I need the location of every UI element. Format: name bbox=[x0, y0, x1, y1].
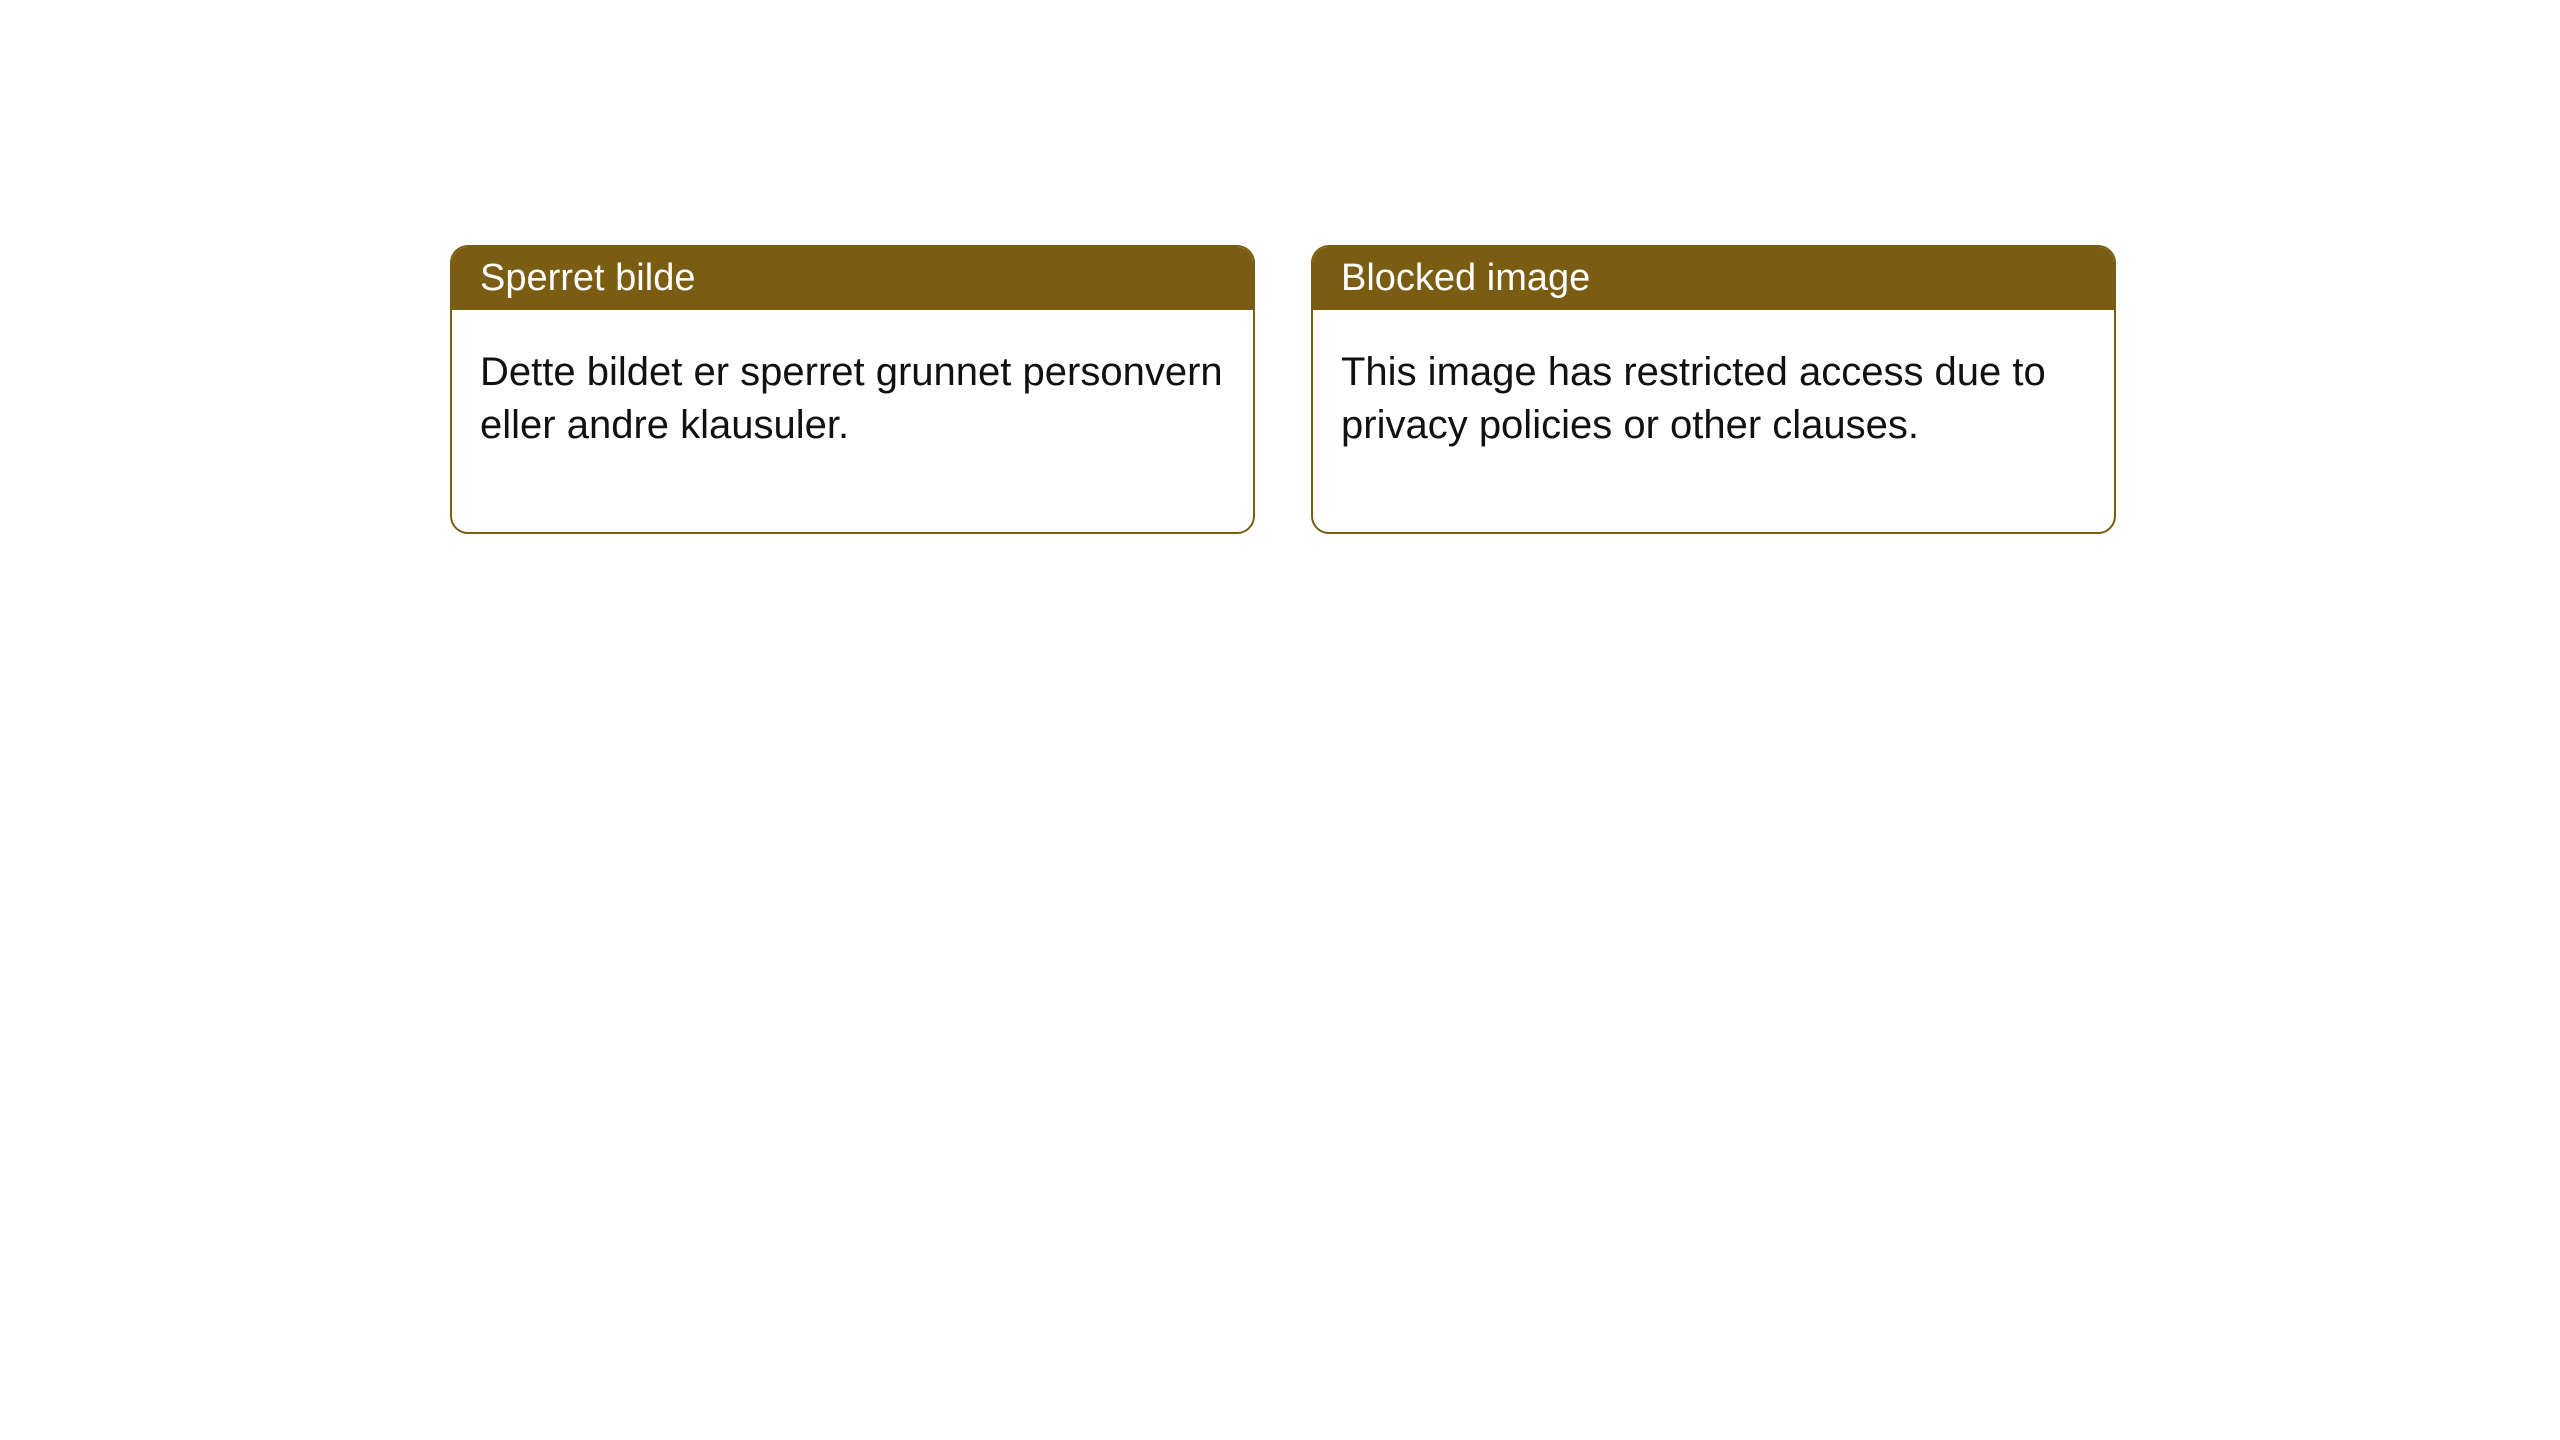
card-title-no: Sperret bilde bbox=[480, 257, 695, 299]
card-title-en: Blocked image bbox=[1341, 257, 1590, 299]
card-header-en: Blocked image bbox=[1313, 247, 2114, 310]
card-text-no: Dette bildet er sperret grunnet personve… bbox=[480, 350, 1223, 447]
card-body-no: Dette bildet er sperret grunnet personve… bbox=[452, 310, 1253, 532]
blocked-image-card-no: Sperret bilde Dette bildet er sperret gr… bbox=[450, 245, 1255, 534]
blocked-image-card-en: Blocked image This image has restricted … bbox=[1311, 245, 2116, 534]
card-header-no: Sperret bilde bbox=[452, 247, 1253, 310]
cards-container: Sperret bilde Dette bildet er sperret gr… bbox=[0, 0, 2560, 534]
card-text-en: This image has restricted access due to … bbox=[1341, 350, 2046, 447]
card-body-en: This image has restricted access due to … bbox=[1313, 310, 2114, 532]
